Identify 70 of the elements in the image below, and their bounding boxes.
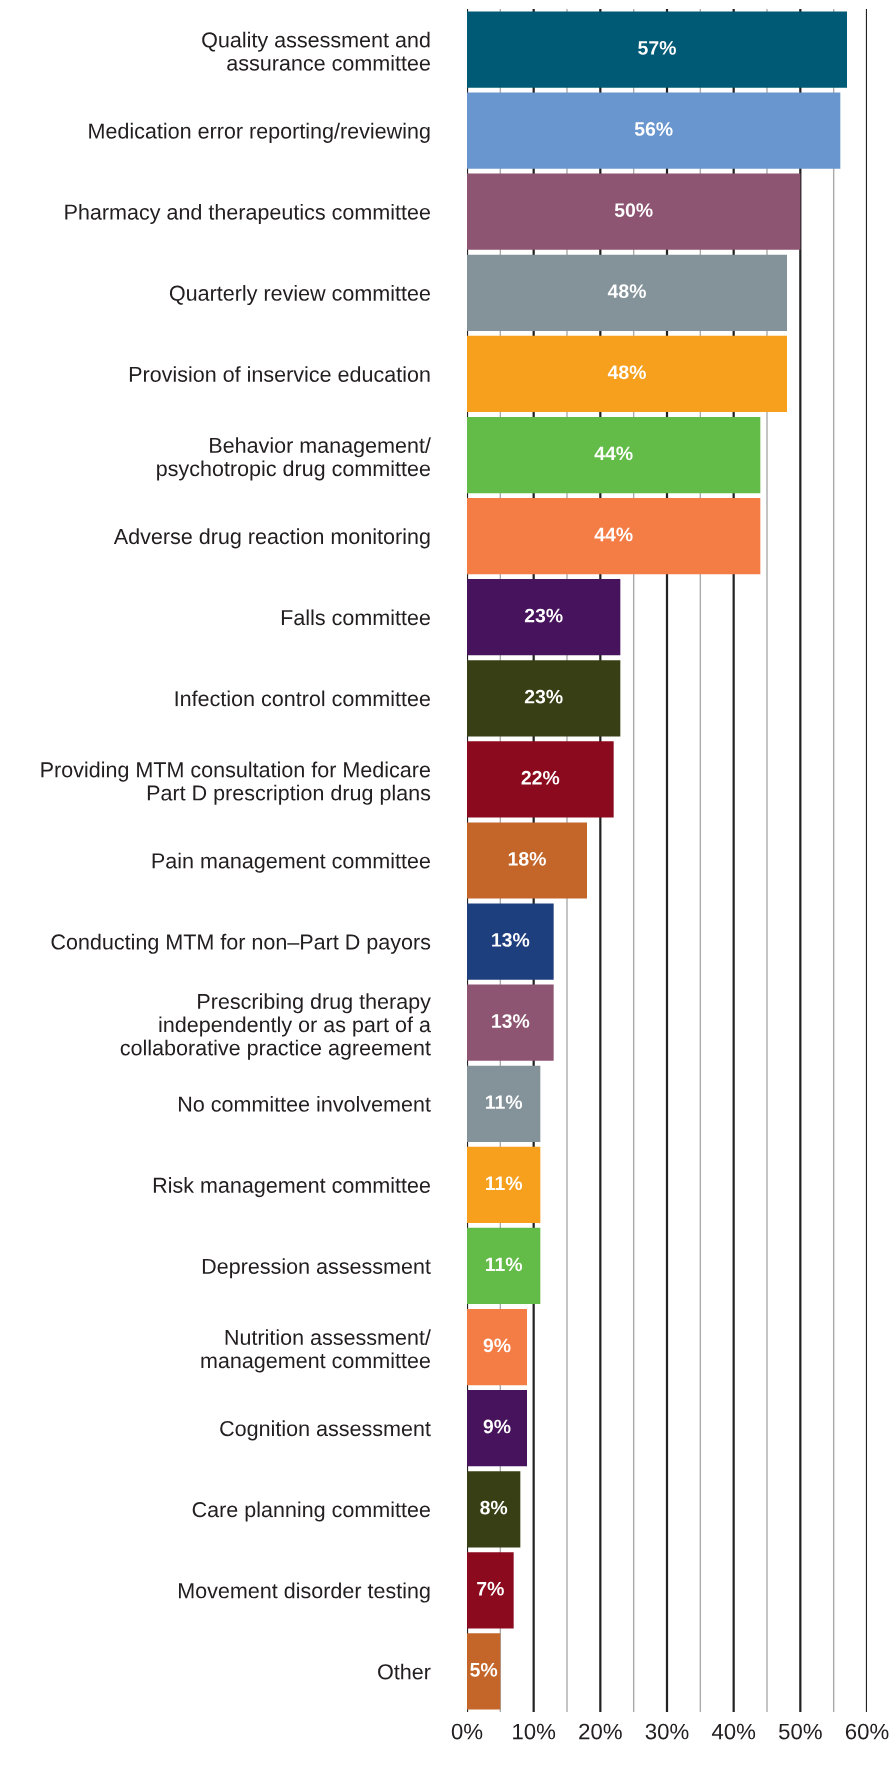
bar: [467, 1552, 514, 1629]
x-tick-label: 50%: [778, 1723, 822, 1740]
bar: [467, 1390, 527, 1467]
bar: [467, 903, 554, 980]
data-label: 22%: [521, 770, 560, 785]
data-label: 11%: [485, 1257, 523, 1272]
bar: [467, 1633, 501, 1710]
bar: [467, 741, 614, 818]
data-label: 18%: [508, 851, 546, 866]
bar: [467, 579, 621, 656]
data-label: 48%: [607, 284, 646, 299]
data-label: 8%: [480, 1500, 508, 1515]
data-label: 56%: [634, 122, 673, 136]
y-tick-label: Providing MTM consultation for Medicare Part D prescription drug plans: [41, 761, 431, 805]
y-tick-label: Other: [378, 1663, 431, 1680]
bar: [467, 1146, 541, 1223]
y-tick-label: Infection control committee: [175, 690, 430, 707]
bar: [467, 1227, 541, 1305]
data-label: 7%: [477, 1581, 504, 1596]
y-tick-label: Care planning committee: [192, 1501, 430, 1522]
y-tick-label: Falls committee: [281, 609, 430, 626]
x-tick-label: 0%: [451, 1723, 483, 1740]
bar: [467, 1308, 527, 1386]
x-tick-label: 10%: [513, 1723, 556, 1740]
bar: [467, 822, 587, 899]
x-tick-label: 30%: [645, 1723, 689, 1740]
bar: [467, 984, 554, 1061]
data-label: 44%: [594, 527, 633, 542]
bar: [467, 1065, 541, 1142]
bar: [467, 254, 787, 331]
y-tick-label: Cognition assessment: [220, 1420, 431, 1441]
data-label: 57%: [638, 41, 676, 55]
data-label: 11%: [485, 1176, 523, 1191]
x-tick-label: 20%: [579, 1723, 622, 1740]
y-tick-label: Adverse drug reaction monitoring: [113, 528, 430, 549]
data-label: 5%: [470, 1662, 498, 1677]
data-label: 48%: [607, 365, 646, 380]
bar: [467, 11, 847, 88]
data-label: 44%: [594, 446, 633, 461]
bar: [467, 335, 787, 413]
y-tick-label: Quarterly review committee: [169, 285, 430, 306]
y-tick-label: Behavior management/ psychotropic drug committee: [157, 437, 431, 481]
y-tick-label: Nutrition assessment/ management committee: [201, 1329, 431, 1373]
bar: [467, 1471, 521, 1548]
y-tick-label: Medication error reporting/reviewing: [89, 122, 430, 143]
data-label: 50%: [614, 203, 653, 217]
data-label: 23%: [524, 608, 563, 623]
data-label: 23%: [524, 689, 563, 704]
y-tick-label: Pain management committee: [152, 852, 430, 873]
data-label: 9%: [483, 1338, 511, 1353]
y-tick-label: Provision of inservice education: [129, 366, 430, 382]
bar: [467, 173, 801, 250]
data-label: 9%: [483, 1419, 511, 1434]
y-tick-label: No committee involvement: [179, 1095, 431, 1112]
x-tick-label: 40%: [711, 1723, 756, 1740]
y-tick-label: Quality assessment and assurance committee: [202, 31, 430, 71]
y-tick-label: Risk management committee: [153, 1177, 430, 1198]
bar: [467, 92, 841, 169]
y-tick-label: Pharmacy and therapeutics committee: [65, 203, 430, 225]
x-tick-label: 60%: [845, 1723, 889, 1740]
y-tick-label: Movement disorder testing: [179, 1582, 430, 1603]
data-label: 13%: [492, 1014, 530, 1028]
data-label: 11%: [485, 1095, 523, 1109]
y-tick-label: Conducting MTM for non–Part D payors: [51, 933, 431, 954]
bar: [467, 660, 621, 737]
data-label: 13%: [492, 933, 530, 947]
bar: [467, 498, 761, 575]
bar: [467, 416, 761, 494]
y-tick-label: Depression assessment: [202, 1258, 431, 1279]
y-tick-label: Prescribing drug therapy independently or as part of a collaborative practice agreement: [120, 993, 431, 1060]
